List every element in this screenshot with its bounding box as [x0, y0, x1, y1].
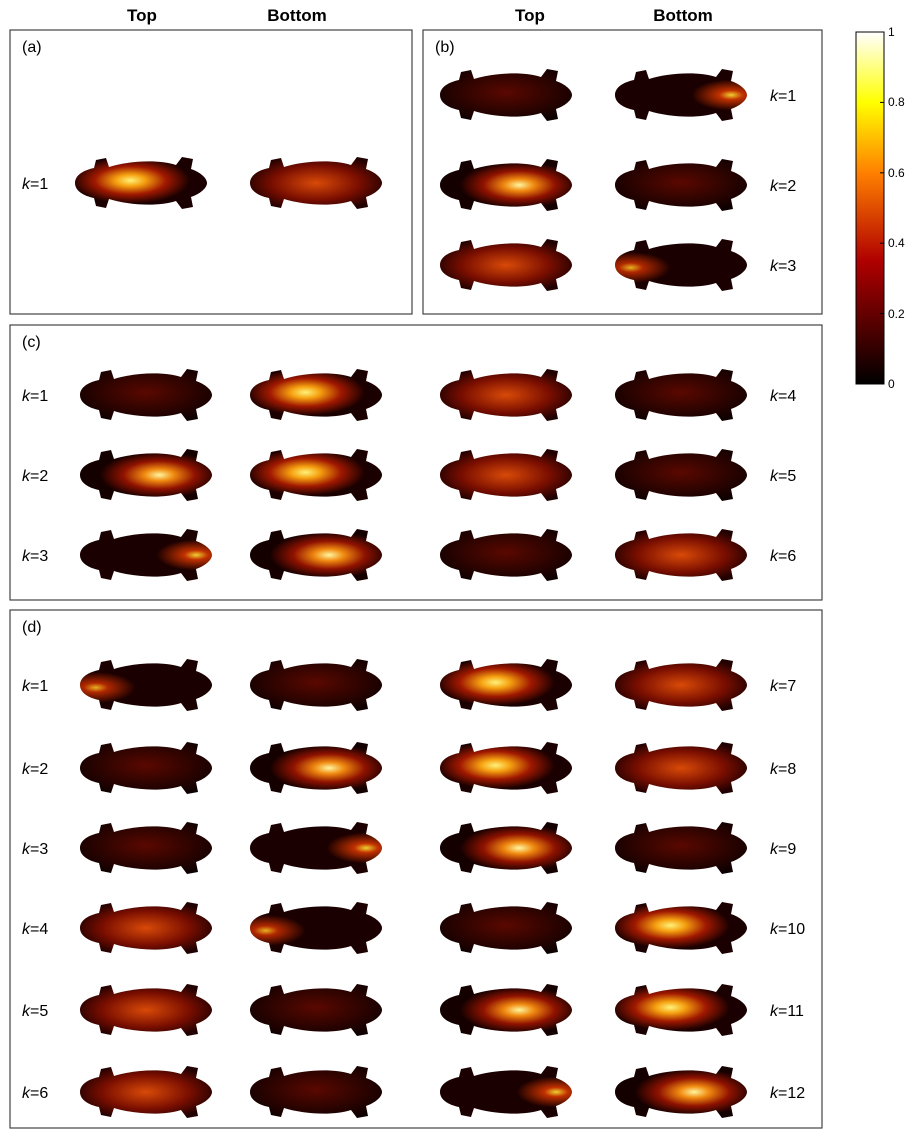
k-label: k=1: [22, 678, 49, 695]
mouse-map: [440, 1066, 572, 1118]
k-label: k=1: [22, 388, 49, 405]
column-header: Bottom: [267, 6, 327, 25]
k-label: k=1: [770, 88, 797, 105]
k-label: k=8: [770, 761, 797, 778]
mouse-map: [440, 822, 572, 874]
mouse-map: [80, 449, 212, 501]
colorbar-tick-label: 0.6: [888, 165, 905, 180]
mouse-map: [80, 742, 212, 794]
k-label: k=2: [22, 761, 49, 778]
mouse-map: [615, 239, 747, 291]
k-label: k=1: [22, 176, 49, 193]
column-header: Top: [515, 6, 545, 25]
mouse-map: [615, 742, 747, 794]
k-label: k=6: [22, 1085, 49, 1102]
mouse-map: [440, 159, 572, 211]
k-label: k=7: [770, 678, 797, 695]
panel-frame: [9, 29, 413, 315]
mouse-map: [440, 449, 572, 501]
mouse-map: [615, 984, 747, 1036]
mouse-map: [80, 984, 212, 1036]
mouse-map: [440, 984, 572, 1036]
mouse-map: [440, 659, 572, 711]
mouse-map: [615, 529, 747, 581]
colorbar: [855, 31, 885, 385]
mouse-map: [250, 157, 382, 209]
k-label: k=4: [770, 388, 797, 405]
k-label: k=3: [770, 258, 797, 275]
colorbar-tick-label: 0: [888, 377, 895, 391]
colorbar-tick-label: 1: [888, 25, 895, 39]
mouse-map: [615, 822, 747, 874]
mouse-map: [615, 369, 747, 421]
mouse-map: [250, 822, 382, 874]
mouse-map: [80, 529, 212, 581]
mouse-map: [615, 159, 747, 211]
mouse-map: [615, 902, 747, 954]
column-header: Top: [127, 6, 157, 25]
mouse-map: [80, 1066, 212, 1118]
k-label: k=3: [22, 841, 49, 858]
panel-label: (d): [22, 619, 42, 636]
k-label: k=9: [770, 841, 797, 858]
k-label: k=10: [770, 921, 806, 938]
mouse-map: [250, 529, 382, 581]
k-label: k=11: [770, 1003, 804, 1020]
mouse-map: [440, 369, 572, 421]
k-label: k=12: [770, 1085, 806, 1102]
panel-label: (a): [22, 39, 42, 56]
colorbar-tick-label: 0.4: [888, 236, 905, 251]
mouse-map: [250, 449, 382, 501]
panel-label: (c): [22, 334, 41, 351]
k-label: k=2: [770, 178, 797, 195]
mouse-map: [440, 69, 572, 121]
mouse-map: [75, 157, 207, 209]
k-label: k=4: [22, 921, 49, 938]
panel-frame: [9, 609, 823, 1129]
mouse-map: [250, 659, 382, 711]
mouse-map: [80, 369, 212, 421]
mouse-map: [250, 984, 382, 1036]
mouse-map: [80, 822, 212, 874]
mouse-map: [80, 902, 212, 954]
mouse-map: [250, 369, 382, 421]
mouse-map: [440, 529, 572, 581]
k-label: k=3: [22, 548, 49, 565]
k-label: k=5: [770, 468, 797, 485]
k-label: k=6: [770, 548, 797, 565]
mouse-map: [250, 1066, 382, 1118]
panel-frame: [9, 324, 823, 601]
k-label: k=2: [22, 468, 49, 485]
mouse-map: [615, 69, 747, 121]
k-label: k=5: [22, 1003, 49, 1020]
mouse-map: [615, 1066, 747, 1118]
mouse-map: [615, 449, 747, 501]
mouse-map: [250, 742, 382, 794]
mouse-map: [80, 659, 212, 711]
mouse-map: [250, 902, 382, 954]
column-header: Bottom: [653, 6, 713, 25]
mouse-map: [440, 902, 572, 954]
mouse-map: [440, 742, 572, 794]
mouse-map: [615, 659, 747, 711]
colorbar-tick-label: 0.8: [888, 95, 905, 110]
panel-label: (b): [435, 39, 455, 56]
panel-frame: [422, 29, 823, 315]
mouse-map: [440, 239, 572, 291]
colorbar-tick-label: 0.2: [888, 306, 905, 321]
